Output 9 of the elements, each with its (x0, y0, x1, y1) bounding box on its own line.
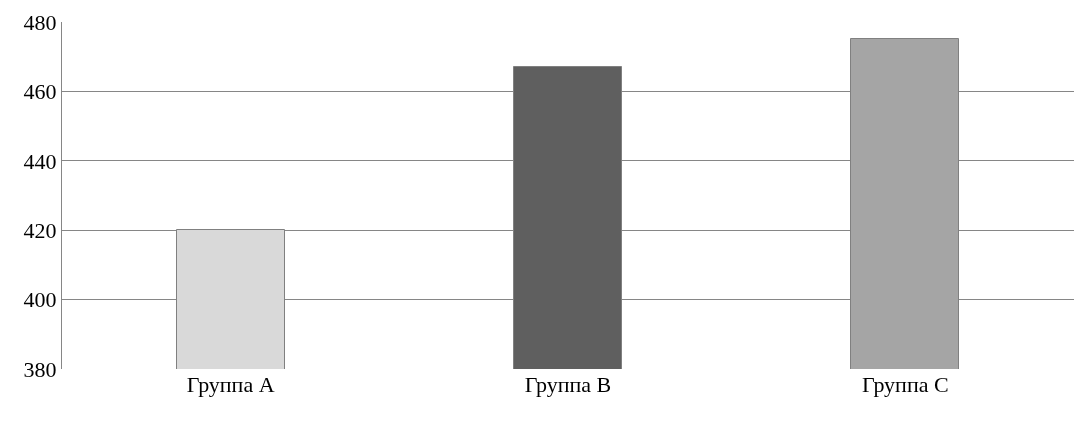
y-tick-label: 420 (23, 217, 57, 243)
x-tick-label: Группа A (186, 372, 275, 397)
y-tick-label: 400 (23, 287, 57, 313)
y-tick-label: 480 (23, 9, 57, 35)
x-tick-label: Группа C (862, 372, 949, 397)
y-tick-label: 380 (23, 356, 57, 382)
y-tick-label: 440 (23, 148, 57, 174)
x-tick-label: Группа B (524, 372, 612, 397)
y-tick-label: 460 (23, 79, 57, 105)
